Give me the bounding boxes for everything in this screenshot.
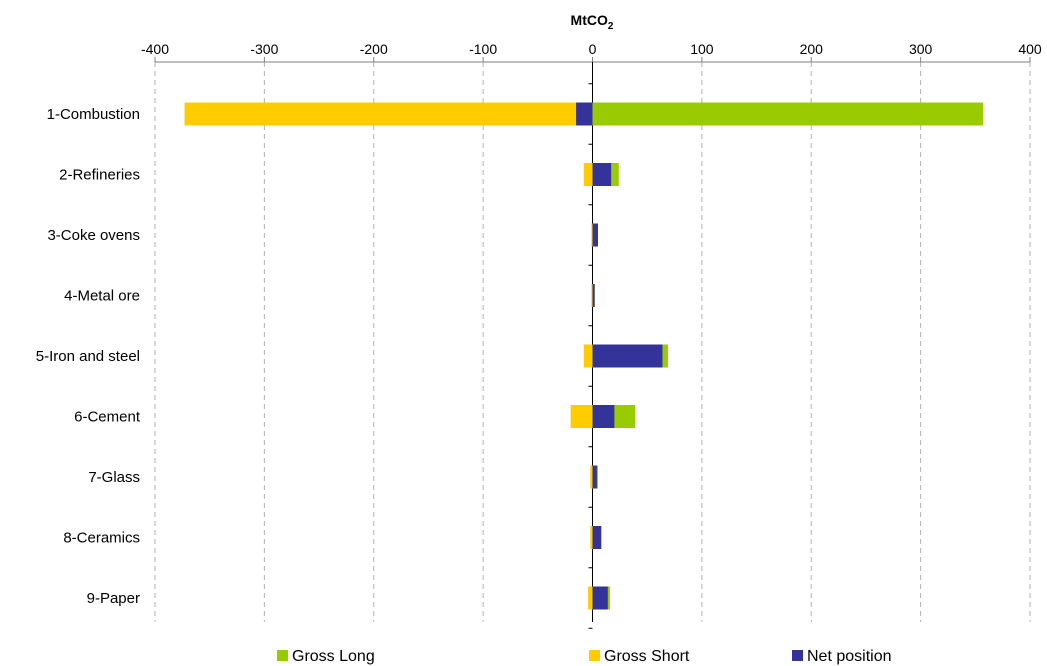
bar-net-position [592,344,663,368]
x-tick-label: 300 [909,41,933,57]
legend-swatch [792,650,803,661]
gridlines [154,62,1031,622]
category-label: 5-Iron and steel [36,348,140,365]
x-tick-label: -200 [360,41,388,57]
y-axis-labels: 1-Combustion 2-Refineries 3-Coke ovens 4-Me… [36,106,141,607]
bar-gross-short [590,526,593,549]
legend-swatch [277,650,288,661]
bar-gross-short [591,284,593,307]
bar-net-position [592,465,597,489]
bar-gross-short [591,223,593,247]
x-tick-label: -100 [469,41,497,57]
legend-label: Gross Long [292,648,375,665]
x-tick-label: 100 [690,41,714,57]
bar-net-position [592,586,608,610]
category-label: 2-Refineries [59,167,140,184]
x-tick-label: -300 [250,41,278,57]
category-label: 6-Cement [74,409,141,426]
bar-net-position [592,526,602,549]
x-tick-label: 200 [800,41,824,57]
bar-gross-short [583,344,593,368]
bar-net-position [592,284,595,307]
bar-net-position [592,163,612,186]
bars [184,102,983,610]
category-label: 4-Metal ore [64,288,140,305]
bar-net-position [576,102,593,126]
category-label: 3-Coke ovens [47,227,140,244]
x-tick-label: 400 [1018,41,1042,57]
category-label: 9-Paper [87,590,140,607]
bar-gross-short [583,163,593,186]
chart-title: MtCO2 [571,12,614,32]
category-label: 1-Combustion [47,106,140,123]
bar-gross-short [570,405,593,428]
legend-label: Gross Short [604,648,690,665]
x-tick-label: -400 [141,41,169,57]
bar-gross-short [184,102,593,126]
bar-net-position [592,405,615,428]
chart-title-subscript: 2 [608,21,614,32]
x-axis: -400 -300 -200 -100 0 100 200 300 400 [141,41,1042,629]
legend: Gross Long Gross Short Net position [277,648,892,665]
bar-gross-long [592,102,983,126]
bar-gross-short [590,465,593,489]
category-label: 7-Glass [88,469,140,486]
category-label: 8-Ceramics [63,530,140,547]
legend-label: Net position [807,648,892,665]
legend-swatch [589,650,600,661]
bar-gross-short [588,586,593,610]
chart-title-text: MtCO [571,12,608,28]
x-tick-label: 0 [589,41,597,57]
bar-net-position [592,223,598,247]
